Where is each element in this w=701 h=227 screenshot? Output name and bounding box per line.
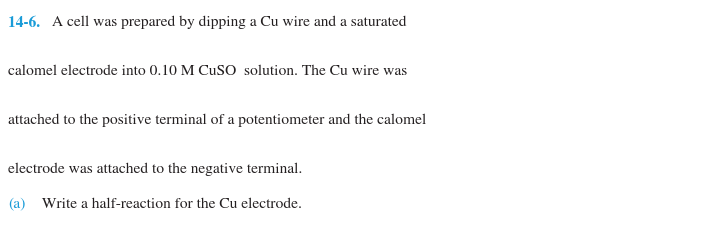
Text: attached to the positive terminal of a potentiometer and the calomel: attached to the positive terminal of a p… [8,114,427,127]
Text: A cell was prepared by dipping a Cu wire and a saturated: A cell was prepared by dipping a Cu wire… [48,16,406,29]
Text: calomel electrode into 0.10 M CuSO₄ solution. The Cu wire was: calomel electrode into 0.10 M CuSO₄ solu… [8,65,408,78]
Text: 14-6.: 14-6. [8,16,41,30]
Text: Write a half-reaction for the Cu electrode.: Write a half-reaction for the Cu electro… [38,196,302,210]
Text: (a): (a) [8,196,26,210]
Text: electrode was attached to the negative terminal.: electrode was attached to the negative t… [8,162,303,176]
